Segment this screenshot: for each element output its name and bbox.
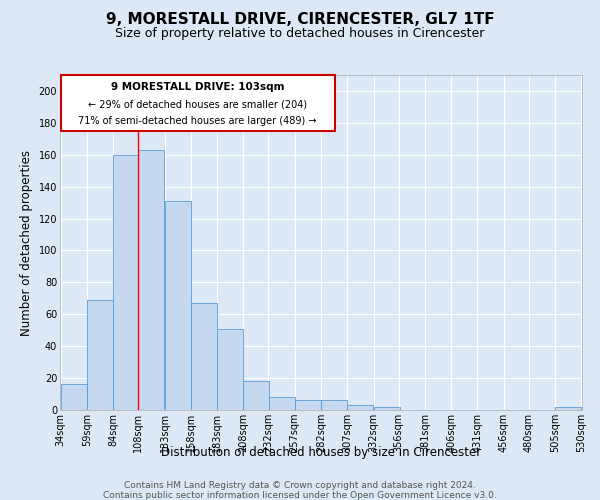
Bar <box>347 405 373 410</box>
Text: Size of property relative to detached houses in Cirencester: Size of property relative to detached ho… <box>115 28 485 40</box>
Text: 9, MORESTALL DRIVE, CIRENCESTER, GL7 1TF: 9, MORESTALL DRIVE, CIRENCESTER, GL7 1TF <box>106 12 494 28</box>
Bar <box>191 303 217 410</box>
Text: ← 29% of detached houses are smaller (204): ← 29% of detached houses are smaller (20… <box>88 99 307 109</box>
Text: Contains HM Land Registry data © Crown copyright and database right 2024.: Contains HM Land Registry data © Crown c… <box>124 482 476 490</box>
Bar <box>217 328 243 410</box>
Text: Contains public sector information licensed under the Open Government Licence v3: Contains public sector information licen… <box>103 490 497 500</box>
Bar <box>61 384 86 410</box>
Bar <box>87 300 113 410</box>
FancyBboxPatch shape <box>61 75 335 131</box>
Text: 9 MORESTALL DRIVE: 103sqm: 9 MORESTALL DRIVE: 103sqm <box>111 82 284 92</box>
Bar <box>321 400 347 410</box>
Bar <box>556 407 581 410</box>
Y-axis label: Number of detached properties: Number of detached properties <box>20 150 33 336</box>
Text: 71% of semi-detached houses are larger (489) →: 71% of semi-detached houses are larger (… <box>79 116 317 126</box>
Bar <box>269 397 295 410</box>
Bar <box>244 382 269 410</box>
Bar <box>164 201 191 410</box>
Bar <box>113 155 139 410</box>
Text: Distribution of detached houses by size in Cirencester: Distribution of detached houses by size … <box>161 446 481 459</box>
Bar <box>295 400 321 410</box>
Bar <box>139 150 164 410</box>
Bar <box>374 407 400 410</box>
